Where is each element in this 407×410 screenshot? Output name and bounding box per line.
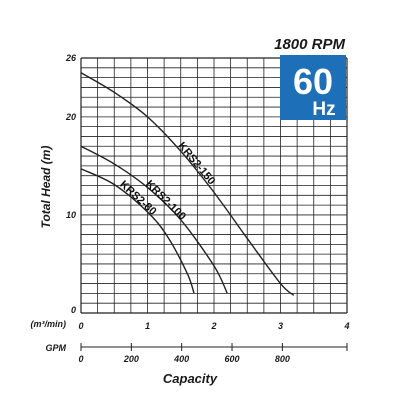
series-label: KRS2-150 [175, 140, 217, 187]
x-tick-label: 1 [145, 321, 150, 331]
x-tick-label: 2 [210, 321, 216, 331]
x-tick-label: 0 [78, 321, 83, 331]
series-line [80, 145, 228, 294]
y-tick-label: 0 [71, 305, 76, 315]
x2-unit-label: GPM [45, 343, 66, 353]
x-tick-label: 3 [278, 321, 283, 331]
y-axis-label: Total Head (m) [39, 146, 53, 229]
gpm-tick-label: 800 [275, 354, 290, 364]
series-line [80, 72, 295, 296]
gpm-tick-label: 200 [123, 354, 139, 364]
badge-unit: Hz [312, 99, 335, 120]
series-line [80, 168, 195, 294]
x-unit-label: (m³/min) [31, 319, 67, 329]
chart-ticks: 0 1 2 3 4 0 10 20 26 0 200 400 600 800 [65, 53, 350, 364]
gpm-tick-label: 600 [225, 354, 240, 364]
gpm-tick-label: 0 [78, 354, 83, 364]
frequency-badge: 60 Hz [280, 55, 346, 120]
y-tick-label: 26 [65, 53, 77, 63]
rpm-label: 1800 RPM [274, 36, 345, 53]
x-tick-label: 4 [343, 321, 349, 331]
badge-value: 60 [293, 61, 333, 102]
y-tick-label: 10 [66, 210, 76, 220]
gpm-tick-label: 400 [173, 354, 189, 364]
y-tick-label: 20 [65, 112, 76, 122]
x-axis-label: Capacity [163, 371, 218, 386]
